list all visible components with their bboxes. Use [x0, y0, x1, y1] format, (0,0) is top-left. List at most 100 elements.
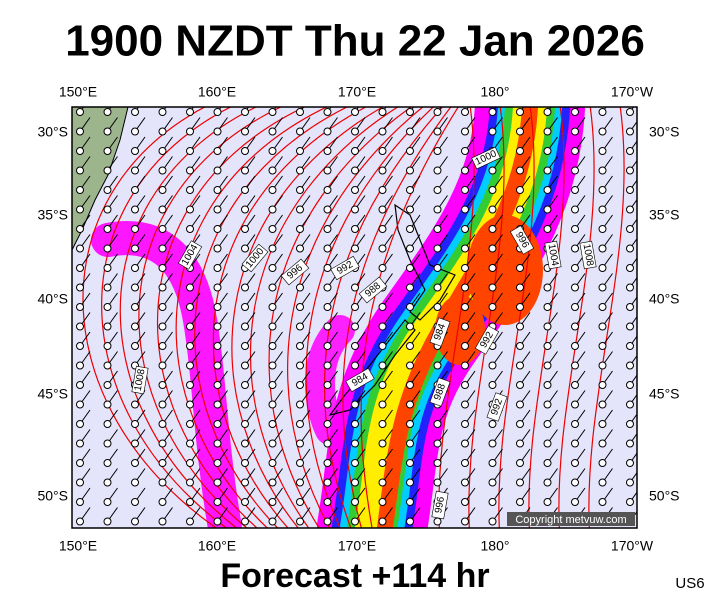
- barb-station: [461, 186, 469, 194]
- isobar-label-box: [429, 317, 451, 347]
- barb-station: [378, 478, 387, 487]
- barb-station: [268, 244, 277, 253]
- isobar-label-box: [509, 225, 535, 255]
- barb-station: [598, 127, 607, 136]
- barb-station: [158, 322, 167, 331]
- isobar-label: 1008: [133, 368, 148, 392]
- barb-station: [268, 166, 277, 175]
- lat-label-left: 50°S: [37, 488, 68, 504]
- model-code: US6: [675, 575, 704, 592]
- barb-station: [158, 264, 167, 272]
- barb-station: [543, 322, 552, 331]
- barb-station: [598, 420, 607, 428]
- barb-station: [323, 225, 332, 233]
- barb-station: [626, 264, 634, 272]
- barb-station: [351, 420, 359, 428]
- barb-station: [351, 127, 359, 136]
- barb-station: [186, 478, 194, 487]
- barb-station: [626, 225, 634, 233]
- barb-station: [488, 166, 497, 175]
- barb-station: [378, 342, 387, 350]
- title: 1900 NZDT Thu 22 Jan 2026: [65, 17, 645, 66]
- barb-station: [268, 381, 277, 389]
- barb-station: [268, 205, 277, 214]
- barb-station: [323, 147, 332, 155]
- barb-station: [626, 283, 634, 292]
- barb-station: [461, 478, 469, 487]
- barb-station: [543, 166, 552, 175]
- barb-station: [461, 244, 469, 253]
- barb-station: [158, 108, 167, 116]
- isobar: [175, 107, 329, 528]
- barb-station: [378, 517, 387, 526]
- isobar-label-box: [177, 240, 203, 270]
- barb-station: [76, 381, 84, 389]
- barb-station: [186, 166, 194, 175]
- barb-station: [241, 361, 249, 370]
- barb-station: [323, 439, 332, 448]
- barb-station: [213, 439, 222, 448]
- barb-station: [213, 166, 222, 175]
- barb-station: [323, 264, 332, 272]
- barb-station: [626, 186, 634, 194]
- lon-label-bottom: 150°E: [59, 538, 97, 554]
- barb-station: [351, 517, 359, 526]
- barb-station: [571, 322, 579, 331]
- barb-station: [76, 205, 84, 214]
- barb-station: [131, 225, 139, 233]
- barb-station: [378, 127, 387, 136]
- barb-station: [103, 147, 112, 155]
- barb-station: [378, 381, 387, 389]
- lon-label-bottom: 170°E: [338, 538, 376, 554]
- isobar-label-group: 996: [431, 490, 449, 520]
- barb-station: [103, 283, 112, 292]
- barb-station: [378, 225, 387, 233]
- barb-station: [378, 322, 387, 331]
- barb-station: [406, 283, 414, 292]
- barb-station: [433, 439, 442, 448]
- barb-station: [76, 498, 84, 506]
- isobar-label: 1004: [546, 243, 561, 267]
- barb-station: [461, 342, 469, 350]
- barb-station: [241, 166, 249, 175]
- barb-station: [488, 127, 497, 136]
- barb-station: [158, 147, 167, 155]
- barb-station: [461, 147, 469, 155]
- barb-station: [626, 498, 634, 506]
- barb-station: [158, 517, 167, 526]
- barb-station: [186, 127, 194, 136]
- barb-station: [186, 283, 194, 292]
- barb-station: [516, 342, 524, 350]
- barb-station: [461, 517, 469, 526]
- barb-station: [323, 205, 332, 214]
- barb-station: [296, 498, 304, 506]
- barb-station: [268, 361, 277, 370]
- barb-station: [351, 166, 359, 175]
- barb-station: [433, 459, 442, 467]
- barb-station: [241, 400, 249, 409]
- barb-station: [241, 439, 249, 448]
- barb-station: [433, 244, 442, 253]
- barb-station: [461, 225, 469, 233]
- barb-station: [626, 381, 634, 389]
- barb-station: [543, 361, 552, 370]
- barb-station: [76, 244, 84, 253]
- barb-station: [296, 478, 304, 487]
- barb-station: [323, 420, 332, 428]
- barb-station: [131, 127, 139, 136]
- barb-station: [76, 166, 84, 175]
- barb-station: [323, 478, 332, 487]
- barb-station: [76, 517, 84, 526]
- barb-station: [598, 322, 607, 331]
- barb-station: [186, 205, 194, 214]
- barb-station: [543, 381, 552, 389]
- barb-station: [76, 225, 84, 233]
- barb-station: [626, 459, 634, 467]
- lat-label-right: 35°S: [649, 207, 680, 223]
- isobar-label: 1008: [581, 243, 596, 267]
- barb-station: [351, 205, 359, 214]
- copyright-box: [507, 512, 635, 526]
- isobar-label-box: [358, 276, 388, 304]
- barb-station: [571, 439, 579, 448]
